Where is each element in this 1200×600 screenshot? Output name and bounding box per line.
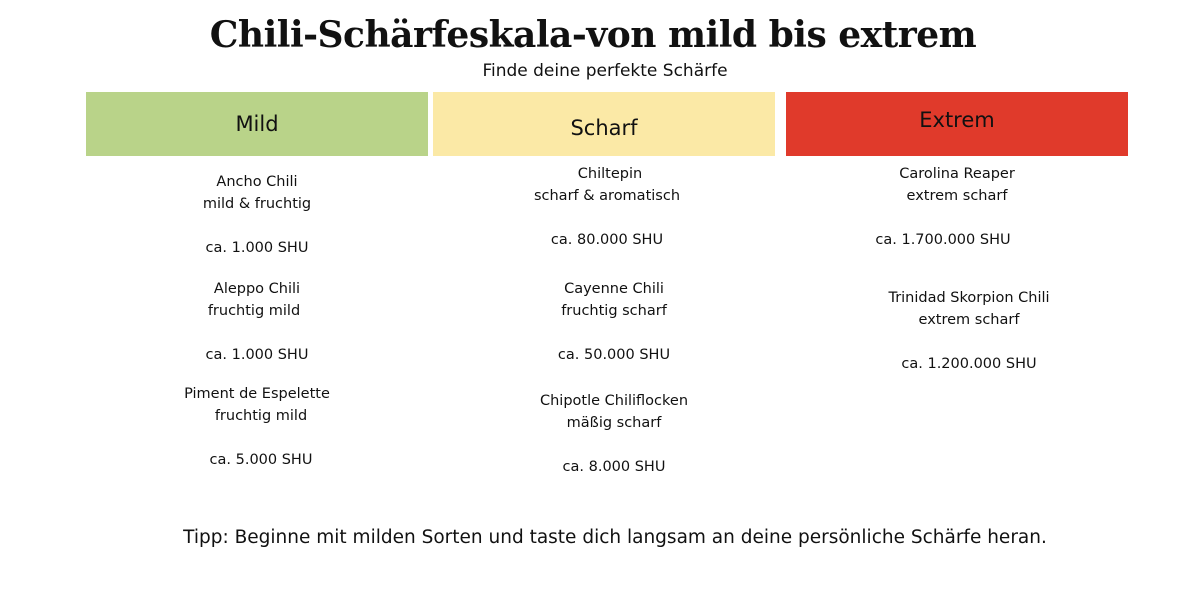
chili-item: Chipotle Chiliflocken mäßig scharf ca. 8…	[464, 390, 764, 478]
chili-name: Carolina Reaper	[899, 166, 1015, 182]
chili-shu: ca. 1.200.000 SHU	[901, 356, 1037, 372]
chili-name: Cayenne Chili	[564, 281, 664, 297]
header-extrem: Extrem	[786, 92, 1128, 156]
chili-shu: ca. 5.000 SHU	[209, 452, 313, 468]
header-scharf: Scharf	[433, 92, 775, 156]
chili-shu: ca. 80.000 SHU	[550, 232, 664, 248]
chili-shu: ca. 50.000 SHU	[557, 347, 671, 363]
chili-shu: ca. 1.000 SHU	[205, 347, 309, 363]
chili-desc: mild & fruchtig	[202, 196, 312, 212]
chili-name: Chipotle Chiliflocken	[539, 393, 689, 409]
chili-desc: fruchtig mild	[214, 408, 308, 424]
chili-item: Trinidad Skorpion Chili extrem scharf ca…	[819, 287, 1119, 375]
chili-desc: extrem scharf	[906, 188, 1008, 204]
chili-item: Piment de Espelette fruchtig mild ca. 5.…	[111, 383, 411, 471]
chili-desc: extrem scharf	[918, 312, 1020, 328]
page-title: Chili-Schärfeskala-von mild bis extrem	[209, 14, 977, 56]
chili-name: Aleppo Chili	[213, 281, 301, 297]
chili-item: Ancho Chili mild & fruchtig ca. 1.000 SH…	[107, 171, 407, 259]
tip-text: Tipp: Beginne mit milden Sorten und tast…	[183, 527, 1047, 548]
chili-desc: fruchtig scharf	[561, 303, 667, 319]
chili-name: Trinidad Skorpion Chili	[888, 290, 1050, 306]
chili-item: Cayenne Chili fruchtig scharf ca. 50.000…	[464, 278, 764, 366]
header-mild: Mild	[86, 92, 428, 156]
chili-desc: scharf & aromatisch	[533, 188, 681, 204]
chili-shu: ca. 1.700.000 SHU	[875, 232, 1011, 248]
chili-item: Chiltepin scharf & aromatisch ca. 80.000…	[457, 163, 757, 251]
chili-desc: fruchtig mild	[207, 303, 301, 319]
chili-name: Piment de Espelette	[184, 386, 330, 402]
page-subtitle: Finde deine perfekte Schärfe	[482, 61, 728, 81]
chili-shu: ca. 8.000 SHU	[562, 459, 666, 475]
chili-item: Aleppo Chili fruchtig mild ca. 1.000 SHU	[107, 278, 407, 366]
chili-name: Chiltepin	[577, 166, 643, 182]
chili-shu: ca. 1.000 SHU	[205, 240, 309, 256]
chili-desc: mäßig scharf	[566, 415, 662, 431]
chili-name: Ancho Chili	[216, 174, 298, 190]
chili-item: Carolina Reaper extrem scharf ca. 1.700.…	[807, 163, 1107, 251]
